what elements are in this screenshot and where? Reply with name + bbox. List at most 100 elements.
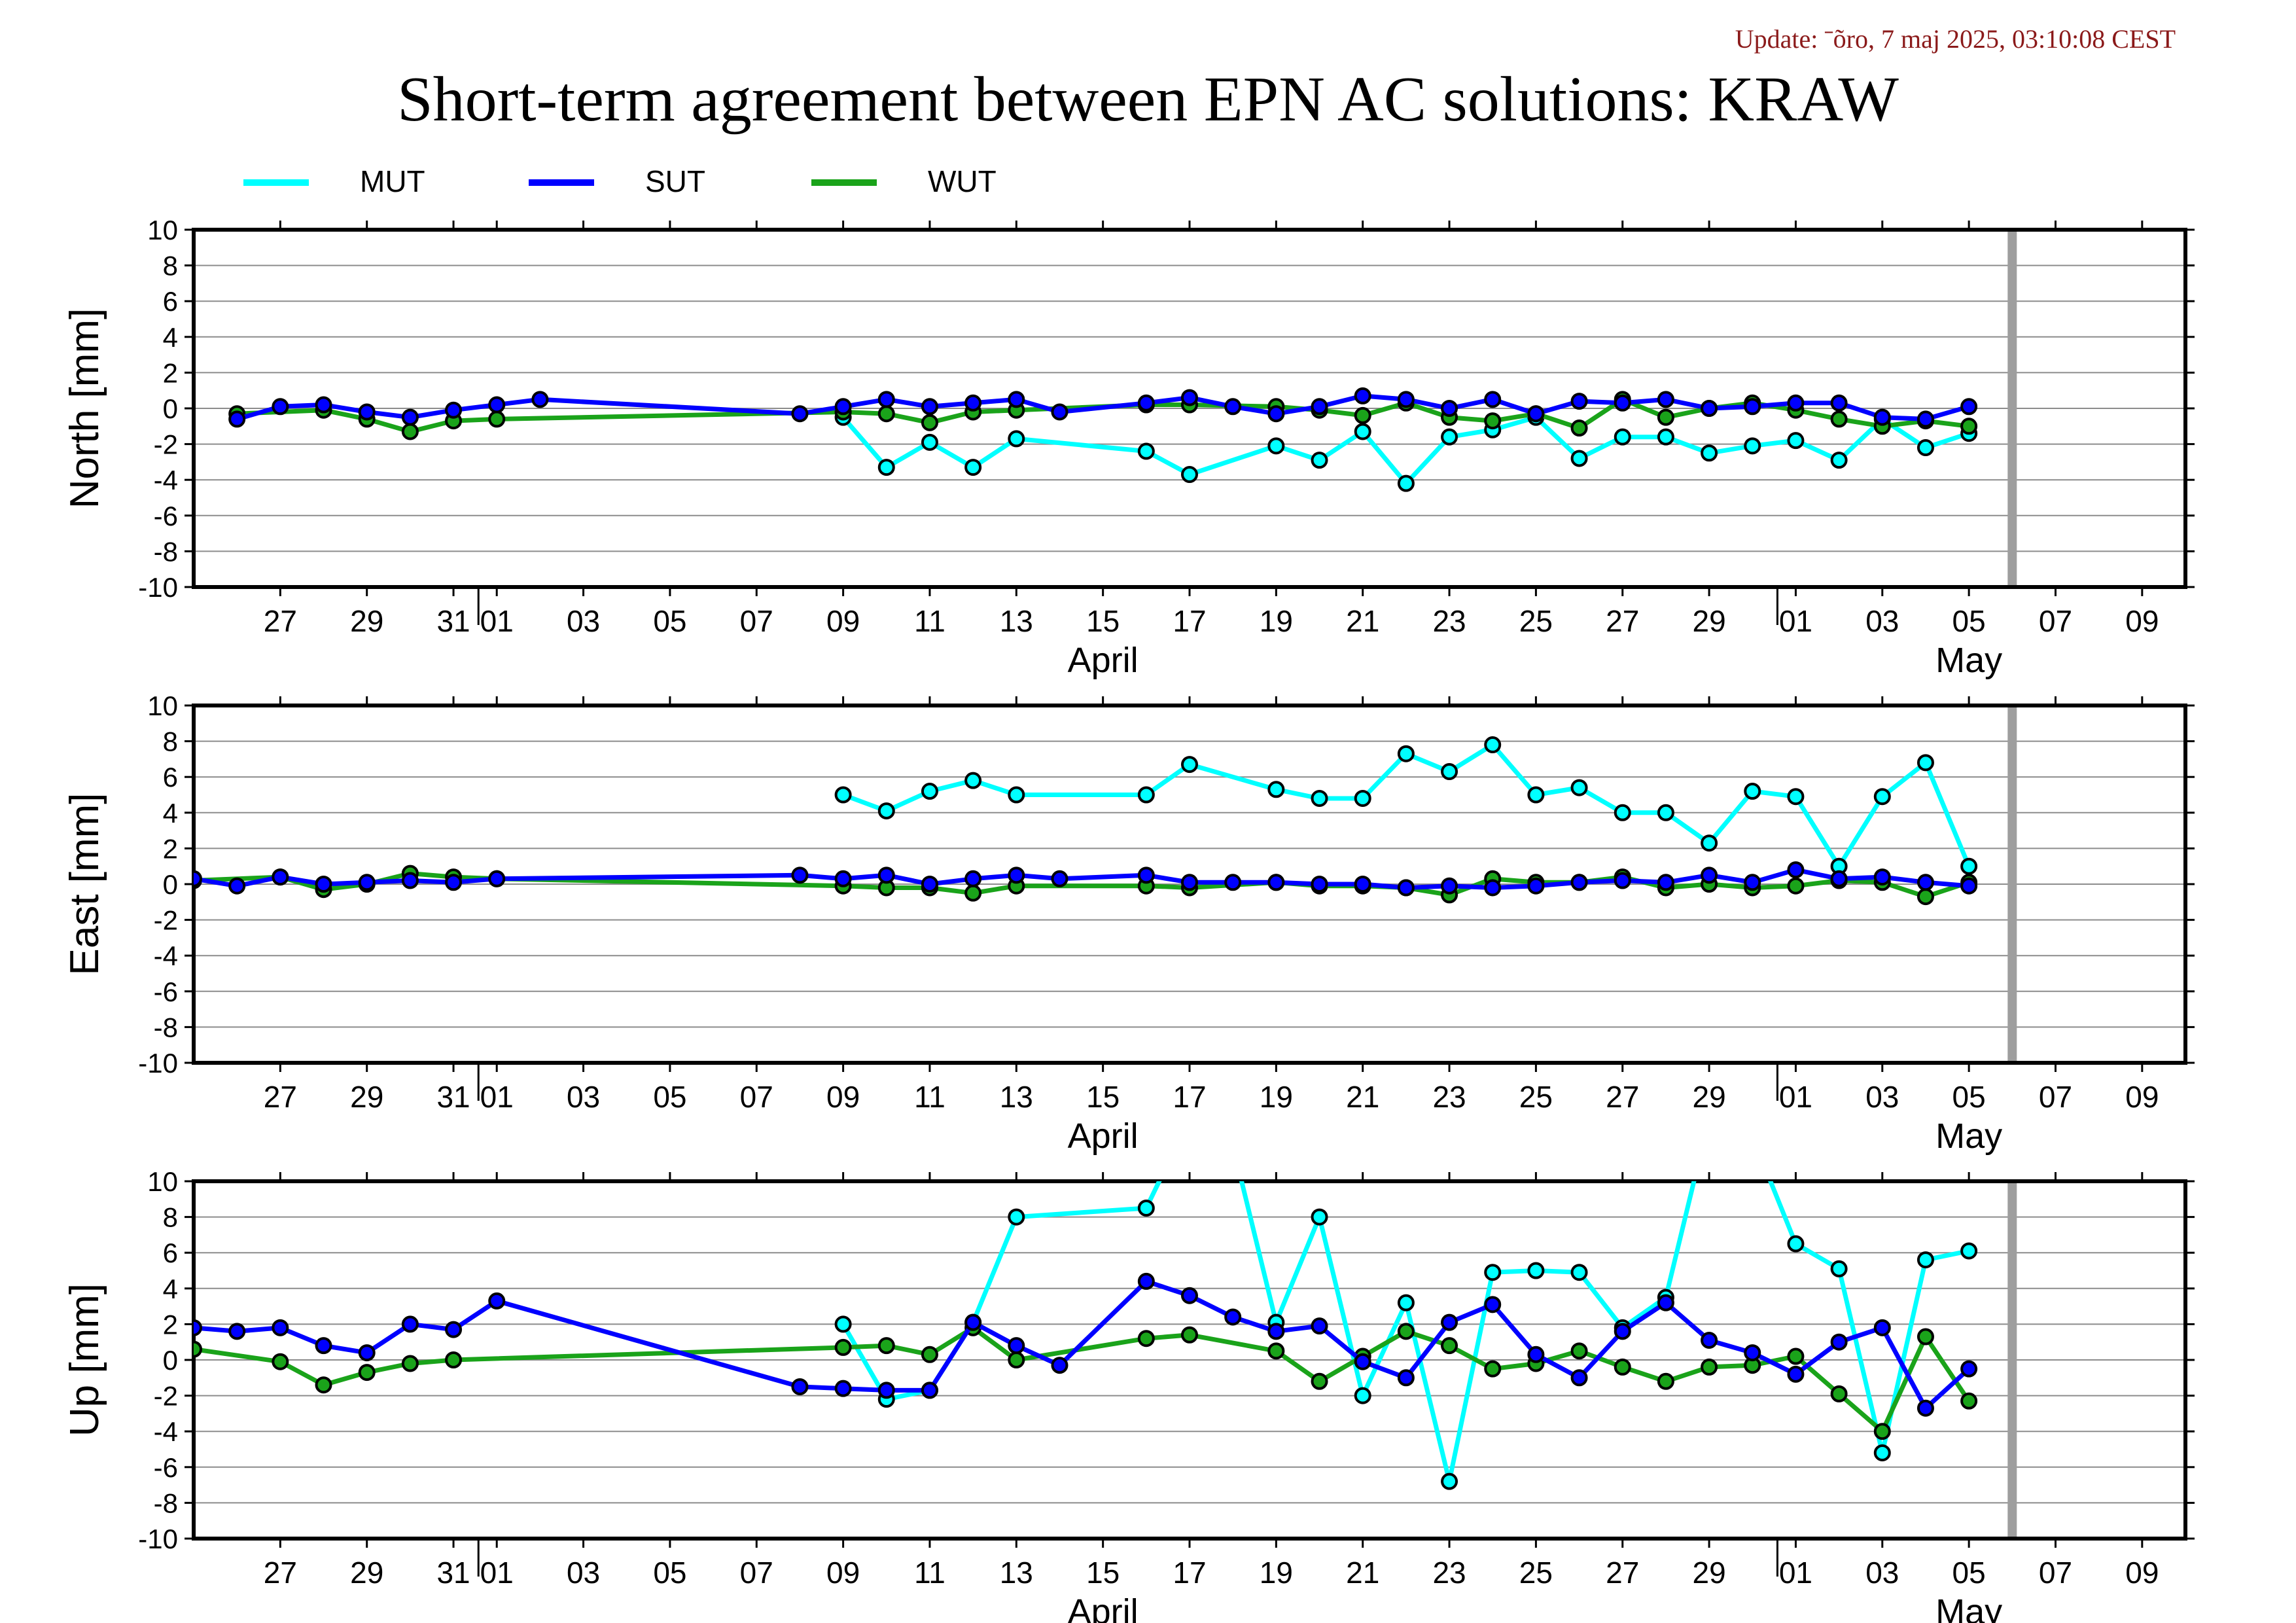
data-point xyxy=(1441,1313,1458,1331)
data-point xyxy=(445,1351,463,1368)
data-point xyxy=(1830,394,1848,412)
y-tick-label: -4 xyxy=(154,1416,178,1447)
data-point xyxy=(194,870,202,887)
data-point xyxy=(1701,1358,1718,1376)
data-point xyxy=(834,1380,852,1397)
series-sut xyxy=(194,861,1978,897)
x-tick-label: 17 xyxy=(1173,1556,1206,1590)
x-tick-label: 21 xyxy=(1346,1080,1379,1114)
data-point xyxy=(834,870,852,887)
data-point xyxy=(1008,430,1025,448)
y-tick-label: -4 xyxy=(154,940,178,971)
data-point xyxy=(1354,876,1371,893)
x-tick-label: 21 xyxy=(1346,604,1379,638)
x-tick-label: 19 xyxy=(1260,604,1293,638)
data-point xyxy=(1484,1360,1502,1378)
data-point xyxy=(1181,1287,1198,1304)
y-tick-label: 6 xyxy=(163,1238,178,1268)
data-point xyxy=(228,1323,246,1340)
data-point xyxy=(1916,1251,1934,1269)
data-point xyxy=(358,1344,376,1362)
data-point xyxy=(791,405,809,423)
data-point xyxy=(1267,1323,1285,1340)
x-tick-label: 17 xyxy=(1173,604,1206,638)
data-point xyxy=(1441,1472,1458,1490)
data-point xyxy=(194,1340,202,1358)
data-point xyxy=(272,868,289,886)
data-point xyxy=(1137,1330,1155,1347)
x-tick-label: 05 xyxy=(1952,1556,1986,1590)
y-tick-label: 2 xyxy=(163,1309,178,1340)
data-point xyxy=(1830,870,1848,887)
current-day-marker xyxy=(2007,1181,2017,1539)
data-point xyxy=(401,423,419,440)
data-point xyxy=(1701,834,1718,852)
panel-1: 10 8 6 4 2 0 -2 -4 -6 -8 -10 East [mm] 27 29 31 01 03 05 0… xyxy=(62,690,2195,1156)
data-point xyxy=(1787,394,1805,412)
series-mut xyxy=(834,408,1978,492)
month-label: May xyxy=(1935,641,2002,680)
month-label: April xyxy=(1068,1592,1139,1623)
data-point xyxy=(1311,398,1328,416)
data-point xyxy=(1744,398,1761,416)
data-point xyxy=(445,401,463,419)
plot-area xyxy=(228,387,1978,492)
data-point xyxy=(228,877,246,895)
x-tick-label: 17 xyxy=(1173,1080,1206,1114)
data-point xyxy=(1484,391,1502,408)
data-point xyxy=(1267,874,1285,891)
y-tick-label: 4 xyxy=(163,322,178,353)
x-tick-label: 31 xyxy=(436,1556,470,1590)
update-timestamp: Update: ˉõro, 7 maj 2025, 03:10:08 CEST xyxy=(1735,24,2176,54)
month-label: May xyxy=(1935,1116,2002,1156)
data-point xyxy=(1397,1294,1415,1311)
data-point xyxy=(1873,408,1891,426)
x-tick-label: 05 xyxy=(653,604,686,638)
data-point xyxy=(1137,866,1155,884)
x-tick-label: 13 xyxy=(1000,1556,1033,1590)
data-point xyxy=(1397,391,1415,408)
y-tick-label: -4 xyxy=(154,465,178,495)
data-point xyxy=(1657,1372,1674,1390)
data-point xyxy=(1744,437,1761,455)
y-tick-label: -8 xyxy=(154,1488,178,1518)
data-point xyxy=(791,1378,809,1395)
data-point xyxy=(401,408,419,426)
x-tick-label: 05 xyxy=(1952,1080,1986,1114)
y-tick-label: 2 xyxy=(163,833,178,864)
data-point xyxy=(1830,1333,1848,1351)
data-point xyxy=(488,870,506,887)
data-point xyxy=(1397,879,1415,897)
x-tick-label: 27 xyxy=(1606,604,1639,638)
data-point xyxy=(1701,1331,1718,1349)
data-point xyxy=(1008,1337,1025,1355)
series-mut xyxy=(834,1181,1978,1490)
data-point xyxy=(1137,1199,1155,1217)
data-point xyxy=(1051,870,1069,887)
data-point xyxy=(445,1321,463,1338)
data-point xyxy=(488,410,506,428)
y-tick-label: 2 xyxy=(163,357,178,388)
data-point xyxy=(228,410,246,428)
data-point xyxy=(964,394,982,412)
data-point xyxy=(1570,419,1588,437)
data-point xyxy=(1224,398,1242,416)
current-day-marker xyxy=(2007,705,2017,1063)
y-tick-label: -10 xyxy=(138,572,178,603)
data-point xyxy=(1657,804,1674,821)
data-point xyxy=(1137,394,1155,412)
data-point xyxy=(1916,439,1934,457)
data-point xyxy=(1701,444,1718,462)
y-axis-label: Up [mm] xyxy=(62,1283,107,1436)
legend-label-wut: WUT xyxy=(928,164,997,198)
x-tick-label: 03 xyxy=(567,1556,600,1590)
data-point xyxy=(1830,1260,1848,1277)
y-axis-label: East [mm] xyxy=(62,793,107,975)
data-point xyxy=(1873,788,1891,806)
x-tick-label: 03 xyxy=(567,1080,600,1114)
data-point xyxy=(877,391,895,408)
series-wut xyxy=(194,1319,1978,1440)
y-tick-label: 10 xyxy=(147,690,178,721)
data-point xyxy=(1787,788,1805,806)
x-tick-label: 27 xyxy=(264,1080,297,1114)
